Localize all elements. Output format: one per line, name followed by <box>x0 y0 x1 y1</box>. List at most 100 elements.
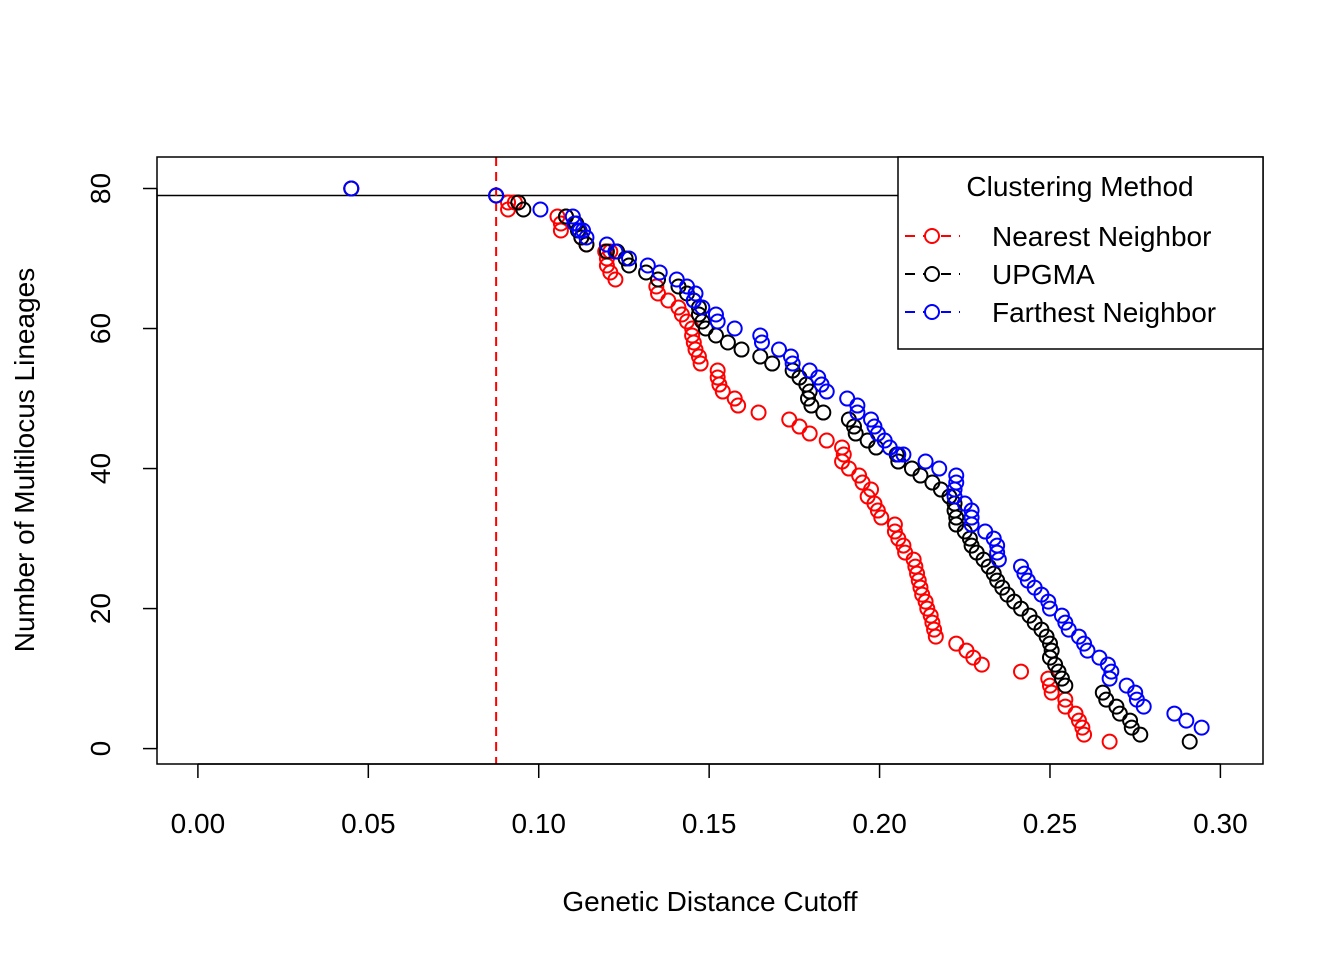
data-point <box>764 355 781 372</box>
legend-item: Nearest Neighbor <box>905 221 1211 252</box>
x-axis-label: Genetic Distance Cutoff <box>562 886 857 917</box>
data-point <box>730 397 747 414</box>
x-tick-label: 0.10 <box>511 808 566 839</box>
data-point <box>753 334 770 351</box>
data-point <box>890 446 907 463</box>
legend-marker <box>924 266 940 282</box>
data-point <box>1166 705 1183 722</box>
data-point <box>1074 719 1091 736</box>
x-tick-label: 0.15 <box>682 808 737 839</box>
data-point <box>651 264 668 281</box>
data-point <box>1041 600 1058 617</box>
data-point <box>948 509 965 526</box>
data-point <box>578 229 595 246</box>
y-tick-label: 60 <box>85 313 116 344</box>
data-point <box>917 593 934 610</box>
y-tick-label: 80 <box>85 173 116 204</box>
data-point <box>1193 719 1210 736</box>
data-point <box>607 243 624 260</box>
data-point <box>564 208 581 225</box>
data-point <box>1043 684 1060 701</box>
data-point <box>782 348 799 365</box>
data-point <box>895 446 912 463</box>
data-point <box>1127 684 1144 701</box>
y-tick-label: 0 <box>85 741 116 757</box>
data-point <box>818 383 835 400</box>
legend-label: UPGMA <box>992 259 1095 290</box>
data-point <box>989 544 1006 561</box>
data-point <box>1101 670 1118 687</box>
y-tick-label: 40 <box>85 453 116 484</box>
data-point <box>873 509 890 526</box>
data-point <box>639 257 656 274</box>
data-point <box>1181 733 1198 750</box>
data-point <box>694 299 711 316</box>
data-point <box>1041 677 1058 694</box>
data-point <box>946 481 963 498</box>
data-point <box>847 425 864 442</box>
data-point <box>1101 733 1118 750</box>
legend-marker <box>924 228 940 244</box>
data-point <box>849 397 866 414</box>
data-point <box>1122 712 1139 729</box>
legend-marker <box>924 304 940 320</box>
x-tick-label: 0.30 <box>1193 808 1248 839</box>
data-point <box>784 355 801 372</box>
x-tick-label: 0.25 <box>1023 808 1078 839</box>
data-point <box>726 320 743 337</box>
legend-items: Nearest Neighbor UPGMA Farthest Neighbor <box>905 221 1216 328</box>
data-point <box>927 628 944 645</box>
x-tick-label: 0.00 <box>171 808 226 839</box>
data-point <box>1103 663 1120 680</box>
data-point <box>1132 726 1149 743</box>
data-point <box>690 348 707 365</box>
data-point <box>1178 712 1195 729</box>
data-point <box>963 516 980 533</box>
legend-item: Farthest Neighbor <box>905 297 1216 328</box>
legend-label: Farthest Neighbor <box>992 297 1216 328</box>
data-point <box>515 201 532 218</box>
data-point <box>963 509 980 526</box>
data-point <box>607 271 624 288</box>
data-point <box>709 313 726 330</box>
data-point <box>1079 642 1096 659</box>
x-axis: 0.00 0.05 0.10 0.15 0.20 0.25 0.30 <box>171 763 1248 839</box>
data-point <box>849 404 866 421</box>
data-point <box>818 432 835 449</box>
x-tick-label: 0.20 <box>852 808 907 839</box>
data-point <box>1040 593 1057 610</box>
data-point <box>1057 677 1074 694</box>
data-point <box>912 467 929 484</box>
data-point <box>895 537 912 554</box>
data-points <box>343 180 1210 750</box>
data-point <box>685 334 702 351</box>
legend-box <box>897 156 1264 350</box>
y-axis-label: Number of Multilocus Lineages <box>9 268 40 652</box>
data-point <box>692 355 709 372</box>
series-farthest-neighbor <box>343 180 1210 736</box>
data-point <box>931 460 948 477</box>
legend-marker-gap <box>925 303 939 321</box>
data-point <box>835 446 852 463</box>
data-point <box>621 257 638 274</box>
data-point <box>709 369 726 386</box>
data-point <box>750 404 767 421</box>
data-point <box>687 285 704 302</box>
data-point <box>733 341 750 358</box>
data-point <box>973 656 990 673</box>
data-point <box>771 341 788 358</box>
data-point <box>488 187 505 204</box>
y-axis: 0 20 40 60 80 <box>85 173 158 757</box>
data-point <box>719 334 736 351</box>
data-point <box>621 250 638 267</box>
data-point <box>598 243 615 260</box>
data-point <box>532 201 549 218</box>
data-point <box>650 271 667 288</box>
data-point <box>803 397 820 414</box>
legend-label: Nearest Neighbor <box>992 221 1211 252</box>
data-point <box>500 194 517 211</box>
data-point <box>1013 663 1030 680</box>
data-point <box>714 383 731 400</box>
data-point <box>752 327 769 344</box>
